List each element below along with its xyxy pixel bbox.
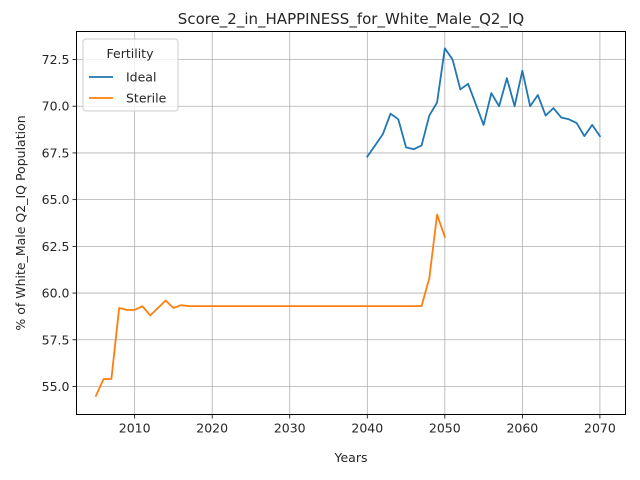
x-tick-label: 2070	[584, 421, 616, 436]
legend-label-sterile: Sterile	[126, 91, 167, 106]
y-tick-label: 70.0	[42, 99, 70, 114]
legend: Fertility Ideal Sterile	[82, 38, 179, 112]
legend-label-ideal: Ideal	[126, 70, 156, 85]
x-axis-ticks: 2010 2020 2030 2040 2050 2060 2070	[119, 414, 616, 436]
x-tick-label: 2050	[429, 421, 461, 436]
y-axis-label: % of White_Male Q2_IQ Population	[13, 115, 28, 330]
x-tick-label: 2060	[506, 421, 538, 436]
legend-box	[82, 38, 179, 112]
y-axis-ticks: 55.0 57.5 60.0 62.5 65.0 67.5 70.0 72.5	[42, 52, 77, 394]
x-tick-label: 2040	[351, 421, 383, 436]
grid-lines	[76, 31, 626, 415]
y-tick-label: 60.0	[42, 286, 70, 301]
y-tick-label: 62.5	[42, 239, 70, 254]
legend-title: Fertility	[107, 46, 155, 61]
y-tick-label: 57.5	[42, 332, 70, 347]
series-line-ideal	[366, 47, 602, 158]
x-axis-label: Years	[334, 450, 368, 465]
y-tick-label: 72.5	[42, 52, 70, 67]
x-tick-label: 2010	[119, 421, 151, 436]
y-tick-label: 55.0	[42, 379, 70, 394]
series-lines	[94, 47, 602, 398]
y-tick-label: 67.5	[42, 145, 70, 160]
axes-frame	[76, 31, 626, 415]
chart-title: Score_2_in_HAPPINESS_for_White_Male_Q2_I…	[178, 10, 524, 29]
series-line-sterile	[94, 213, 446, 398]
x-tick-label: 2030	[274, 421, 306, 436]
y-tick-label: 65.0	[42, 192, 70, 207]
x-tick-label: 2020	[196, 421, 228, 436]
